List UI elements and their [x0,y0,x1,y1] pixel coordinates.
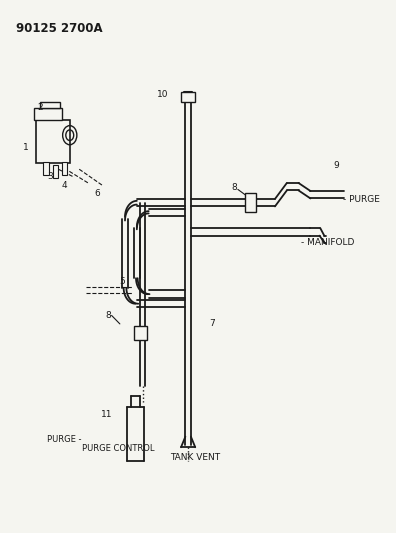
Text: 1: 1 [23,143,29,152]
Text: 7: 7 [209,319,215,328]
Text: TANK VENT: TANK VENT [169,454,220,463]
Text: 9: 9 [333,161,339,170]
Text: 6: 6 [94,189,100,198]
Text: 11: 11 [101,410,112,419]
Text: - MANIFOLD: - MANIFOLD [301,238,355,247]
Text: 2: 2 [37,102,43,111]
Bar [62,162,67,174]
Bar [43,162,49,174]
Bar [53,165,58,177]
Text: 8: 8 [232,183,238,192]
Text: 10: 10 [157,90,168,99]
Bar [181,92,195,102]
Text: - PURGE: - PURGE [343,195,380,204]
Bar [34,108,62,120]
Text: 5: 5 [119,277,125,286]
Text: 90125 2700A: 90125 2700A [17,22,103,35]
Text: 3: 3 [47,172,53,181]
Text: 8: 8 [105,311,111,320]
Text: 4: 4 [62,181,67,190]
Bar [40,102,60,108]
Text: PURGE -: PURGE - [47,435,81,444]
Bar [246,193,256,212]
Bar [134,326,147,341]
Text: PURGE CONTROL: PURGE CONTROL [82,444,154,453]
Bar [36,120,70,163]
